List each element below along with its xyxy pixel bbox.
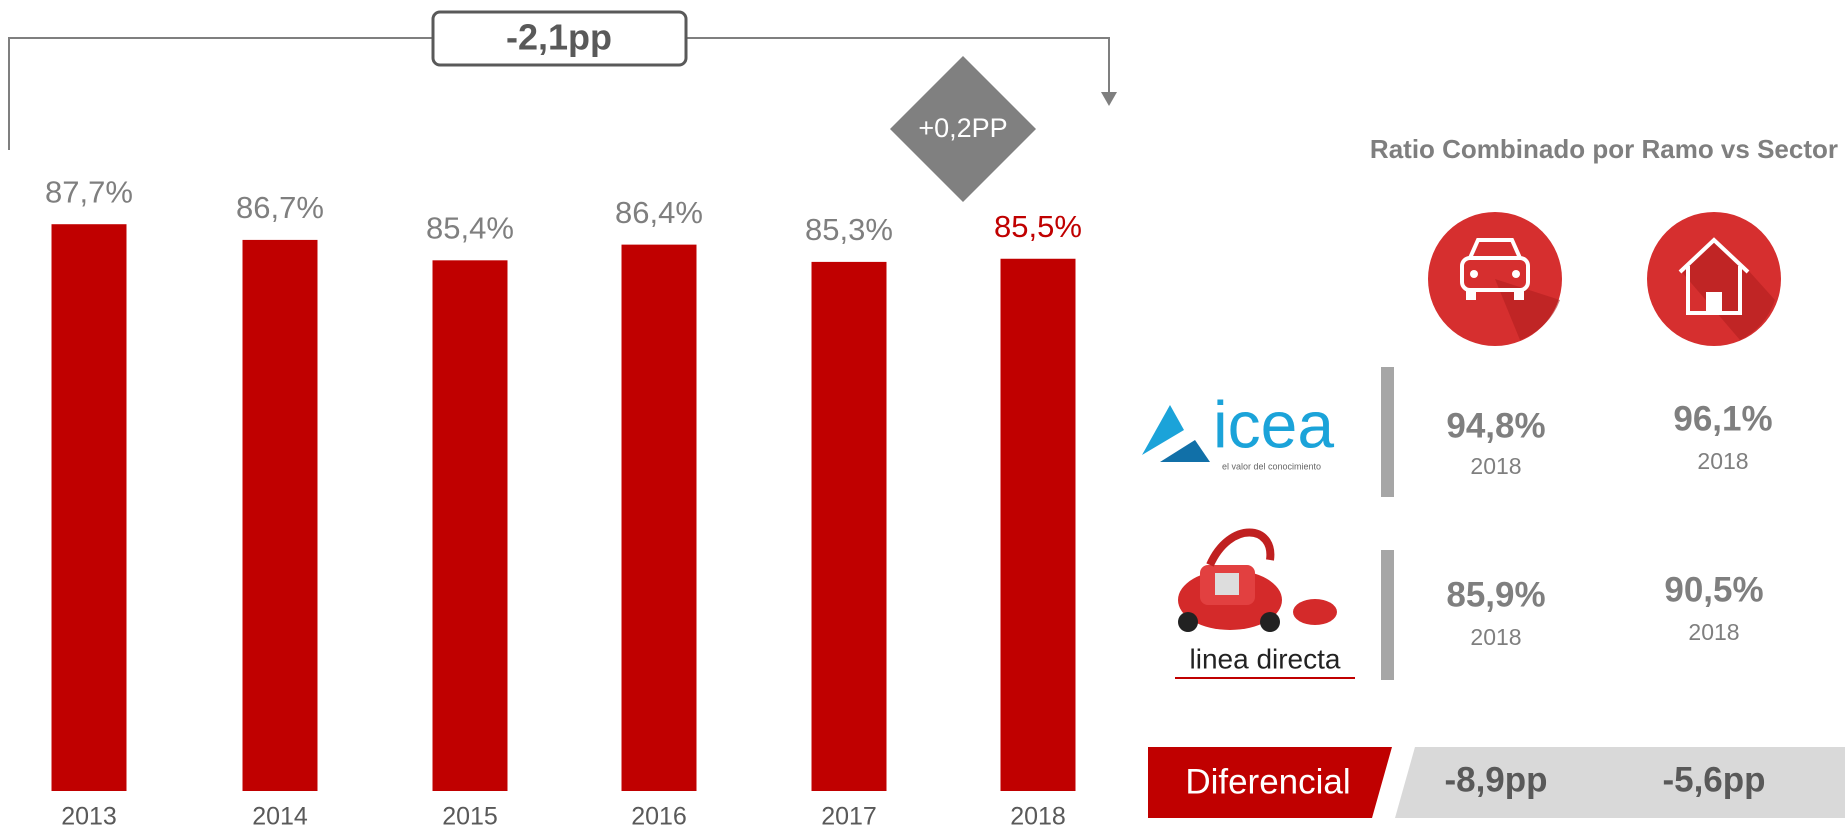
value-label: 85,4%	[426, 211, 514, 246]
ratio-value: 94,8%	[1446, 406, 1545, 445]
value-label: 86,4%	[615, 195, 703, 230]
ratio-value: 90,5%	[1664, 570, 1763, 609]
total-change: -2,1pp	[506, 17, 612, 58]
change-diamond	[890, 56, 1036, 202]
x-tick-label: 2014	[252, 803, 308, 831]
difference-label: Diferencial	[1185, 762, 1350, 801]
logo-text: linea directa	[1190, 643, 1341, 674]
value-label: 85,3%	[805, 212, 893, 247]
change-box	[431, 10, 688, 67]
logo-tagline: el valor del conocimiento	[1222, 461, 1321, 471]
x-tick-label: 2018	[1010, 803, 1066, 831]
value-label: 87,7%	[45, 174, 133, 209]
x-tick-label: 2015	[442, 803, 498, 831]
bracket-arrow	[1101, 92, 1117, 106]
difference-bg	[1395, 747, 1845, 818]
panel-title: Ratio Combinado por Ramo vs Sector	[1370, 134, 1838, 164]
difference-value: -5,6pp	[1662, 760, 1765, 799]
house-icon	[1647, 212, 1781, 346]
linea-directa-logo: linea directa	[1175, 528, 1355, 679]
bar	[242, 239, 318, 792]
bar	[811, 261, 887, 792]
ratio-year: 2018	[1470, 453, 1521, 479]
ratio-value: 96,1%	[1673, 399, 1772, 438]
x-tick-label: 2017	[821, 803, 877, 831]
icea-logo: icea el valor del conocimiento	[1142, 387, 1334, 471]
x-tick-label: 2013	[61, 803, 117, 831]
difference-value: -8,9pp	[1444, 760, 1547, 799]
car-icon	[1428, 212, 1562, 346]
row-divider	[1381, 367, 1394, 497]
ratio-year: 2018	[1688, 619, 1739, 645]
value-label: 85,5%	[994, 209, 1082, 244]
difference-label-bg	[1148, 747, 1392, 818]
last-change: +0,2PP	[918, 113, 1007, 143]
bar	[1000, 258, 1076, 791]
value-label: 86,7%	[236, 190, 324, 225]
x-tick-label: 2016	[631, 803, 687, 831]
ratio-value: 85,9%	[1446, 575, 1545, 614]
logo-text: icea	[1213, 387, 1334, 461]
ratio-year: 2018	[1697, 448, 1748, 474]
bar	[51, 224, 127, 792]
ratio-year: 2018	[1470, 624, 1521, 650]
bracket	[8, 37, 1110, 150]
bar	[621, 244, 697, 792]
bar	[432, 260, 508, 791]
row-divider	[1381, 550, 1394, 680]
